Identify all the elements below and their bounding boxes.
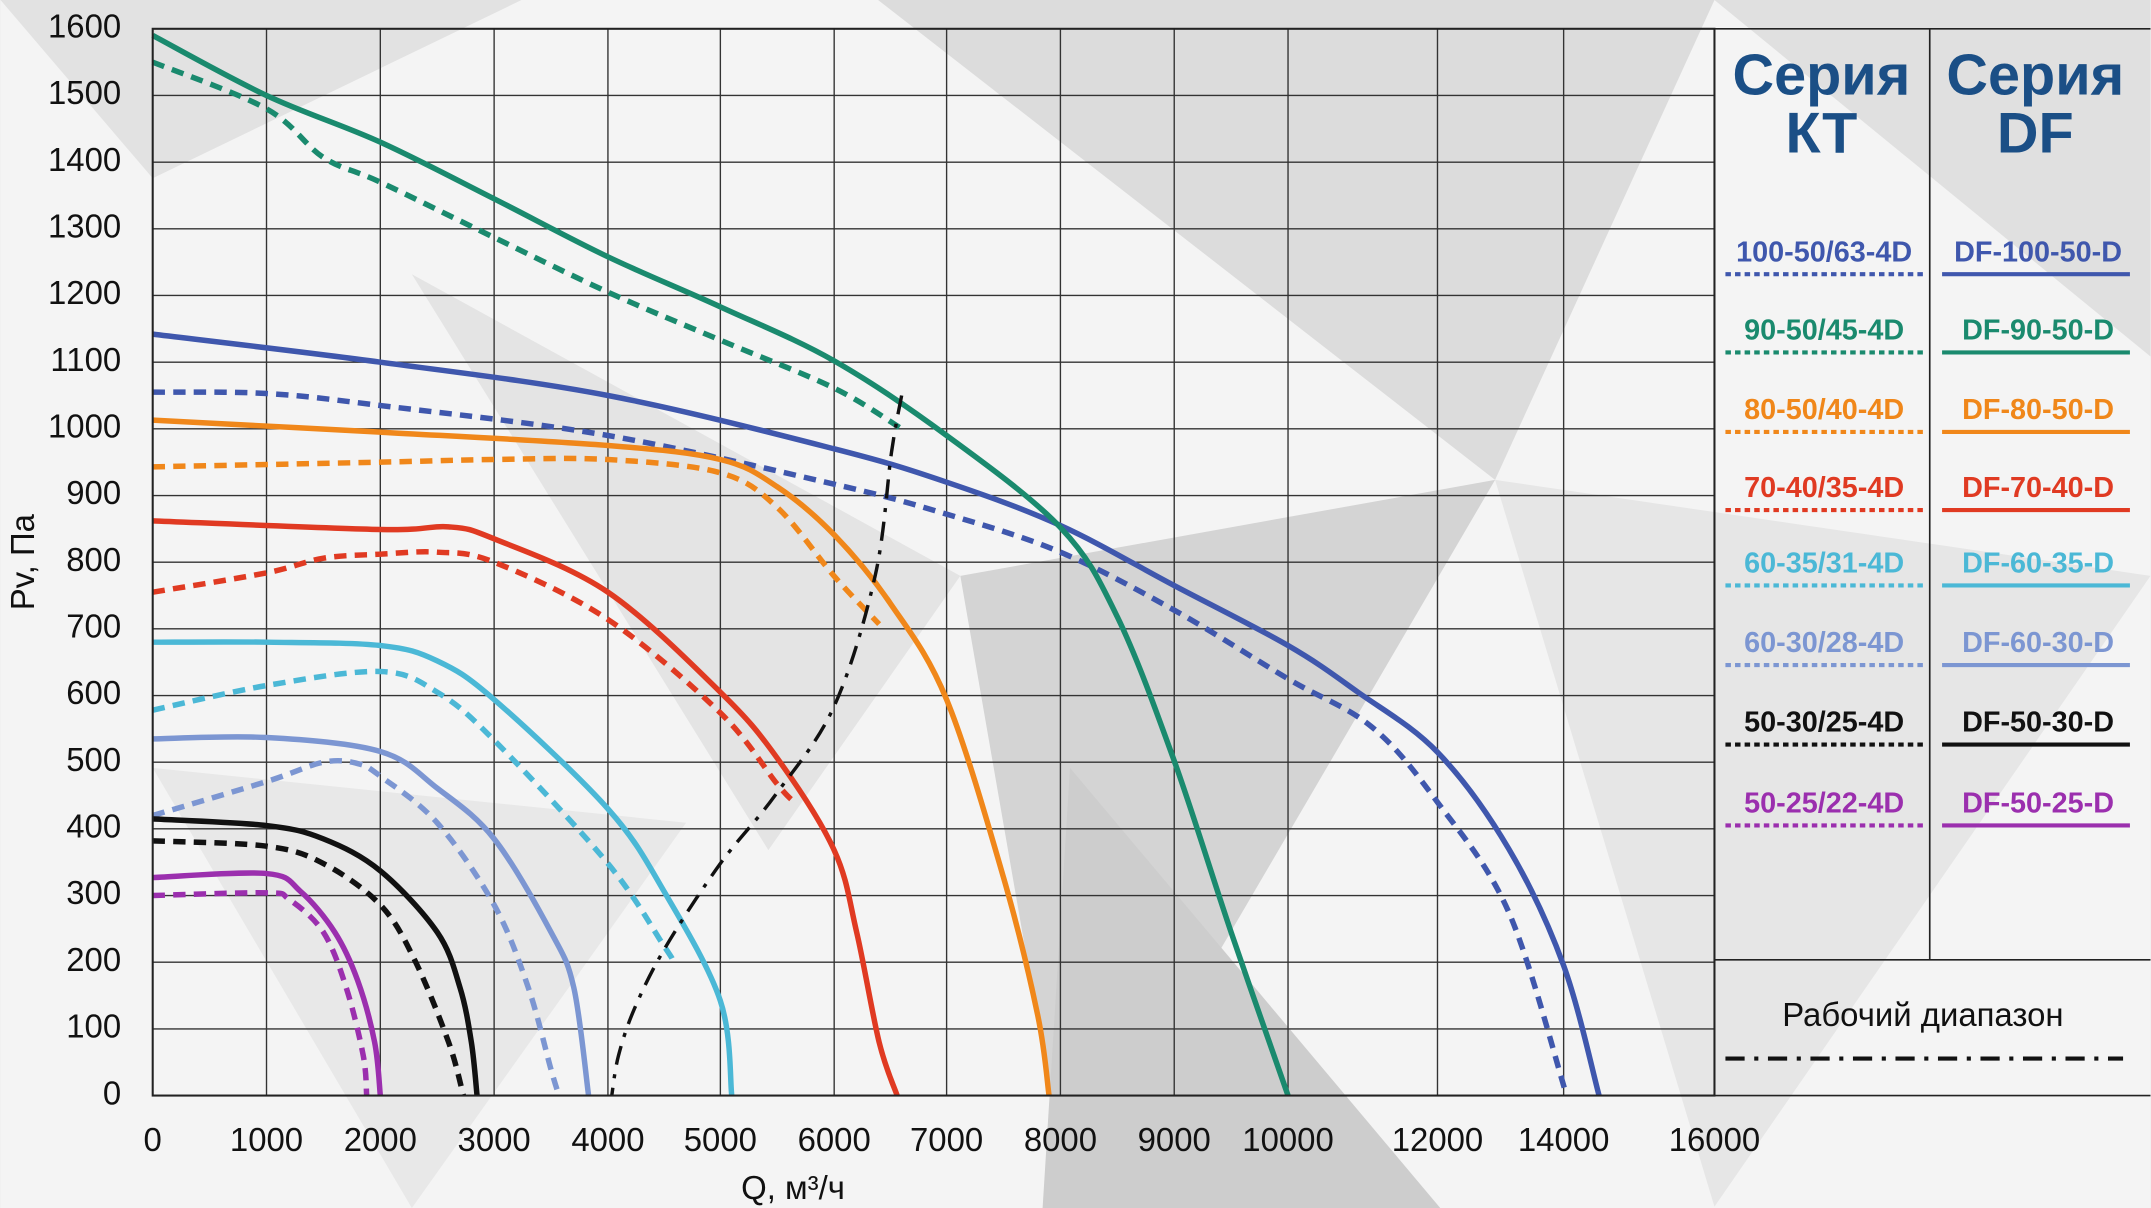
y-tick-label: 800 <box>66 541 121 578</box>
legend-title: Серия <box>1733 44 1911 108</box>
series-line <box>151 757 562 1097</box>
series-line <box>152 455 882 627</box>
x-axis-title: Q, м³/ч <box>741 1169 845 1206</box>
legend-label: 90-50/45-4D <box>1744 314 1904 346</box>
series-line <box>152 639 735 1096</box>
y-tick-label: 400 <box>66 808 121 845</box>
y-tick-label: 1400 <box>48 141 121 178</box>
x-tick-label: 16000 <box>1669 1121 1760 1158</box>
series-line <box>152 417 1052 1096</box>
y-tick-label: 900 <box>66 474 121 511</box>
legend-label: DF-50-30-D <box>1962 707 2114 739</box>
series-line <box>152 816 480 1096</box>
legend-label: 60-35/31-4D <box>1744 548 1904 580</box>
x-tick-label: 0 <box>144 1121 162 1158</box>
y-tick-label: 1500 <box>48 74 121 111</box>
x-tick-label: 9000 <box>1138 1121 1211 1158</box>
series-line <box>152 838 467 1097</box>
plot-frame <box>151 27 1716 1097</box>
legend-label: DF-70-40-D <box>1962 472 2114 504</box>
legend-label: 80-50/40-4D <box>1744 394 1904 426</box>
legend-label: 60-30/28-4D <box>1744 627 1904 659</box>
series-line <box>151 33 1291 1097</box>
series-line <box>152 549 797 805</box>
y-tick-label: 1200 <box>48 274 121 311</box>
legend-title: DF <box>1997 101 2074 165</box>
y-tick-label: 1300 <box>48 208 121 245</box>
legend-label: Рабочий диапазон <box>1782 996 2063 1033</box>
x-tick-label: 7000 <box>910 1121 983 1158</box>
legend: 100-50/63-4D DF-100-50-D 90-50/45-4D DF-90-… <box>1725 236 2130 1061</box>
series-line <box>152 389 1570 1097</box>
legend-frame <box>1714 27 2151 1097</box>
legend-label: DF-60-35-D <box>1962 548 2114 580</box>
legend-label: DF-80-50-D <box>1962 394 2114 426</box>
legend-label: 100-50/63-4D <box>1736 236 1912 268</box>
legend-title: Серия <box>1946 44 2124 108</box>
x-tick-label: 12000 <box>1392 1121 1483 1158</box>
y-tick-label: 500 <box>66 741 121 778</box>
legend-label: DF-100-50-D <box>1954 236 2122 268</box>
y-tick-label: 600 <box>66 674 121 711</box>
y-tick-label: 100 <box>66 1008 121 1045</box>
legend-label: 70-40/35-4D <box>1744 472 1904 504</box>
y-tick-label: 1100 <box>50 341 121 378</box>
x-tick-label: 5000 <box>684 1121 757 1158</box>
x-tick-label: 10000 <box>1242 1121 1333 1158</box>
x-tick-label: 2000 <box>344 1121 417 1158</box>
x-tick-label: 1000 <box>230 1121 303 1158</box>
y-tick-label: 1600 <box>48 7 121 44</box>
legend-label: 50-30/25-4D <box>1744 707 1904 739</box>
legend-title: КТ <box>1786 101 1858 165</box>
legend-label: DF-90-50-D <box>1962 314 2114 346</box>
y-axis-title: Pv, Па <box>4 513 41 610</box>
x-tick-label: 14000 <box>1518 1121 1609 1158</box>
y-tick-label: 700 <box>66 608 121 645</box>
series-line <box>152 331 1602 1097</box>
x-tick-label: 8000 <box>1024 1121 1097 1158</box>
legend-label: DF-50-25-D <box>1962 787 2114 819</box>
y-tick-label: 1000 <box>48 408 121 445</box>
series-line <box>152 890 370 1096</box>
lines <box>151 33 1602 1097</box>
series-line <box>152 668 675 962</box>
x-tick-label: 6000 <box>798 1121 871 1158</box>
y-tick-label: 200 <box>66 941 121 978</box>
grid: 0 100 200 300 400 500 600 700 800 900 1000 1100 1200… <box>48 7 1760 1157</box>
series-line <box>151 59 904 432</box>
series-line <box>152 518 900 1097</box>
legend-label: DF-60-30-D <box>1962 627 2114 659</box>
y-tick-label: 300 <box>66 874 121 911</box>
y-tick-label: 0 <box>103 1074 121 1111</box>
legend-label: 50-25/22-4D <box>1744 787 1904 819</box>
series-line <box>610 395 904 1096</box>
series-line <box>152 734 592 1096</box>
x-tick-label: 4000 <box>571 1121 644 1158</box>
series-line <box>152 870 384 1096</box>
x-tick-label: 3000 <box>458 1121 531 1158</box>
